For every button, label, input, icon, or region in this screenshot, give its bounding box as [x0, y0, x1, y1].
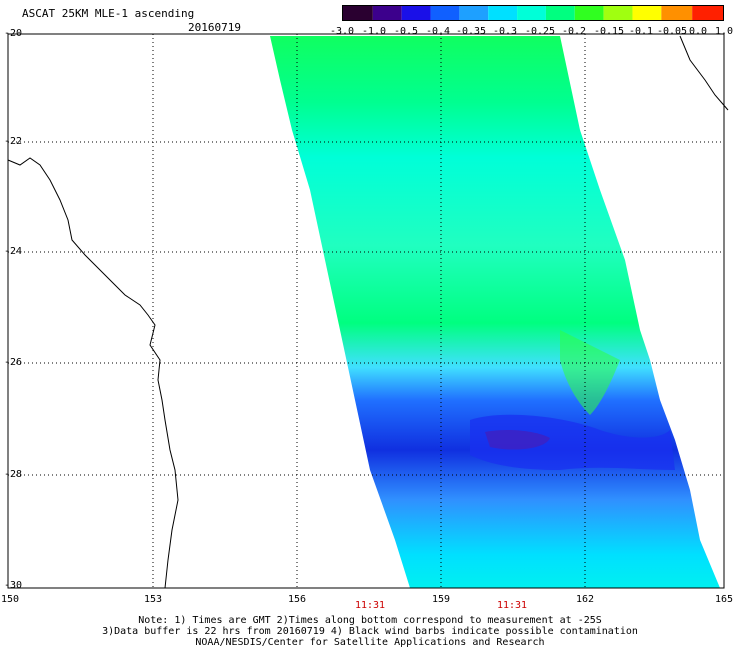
cb-tick: -0.3: [492, 26, 518, 37]
map-date: 20160719: [188, 21, 241, 34]
cb-tick: -0.15: [593, 26, 625, 37]
green-tongue: [560, 330, 620, 415]
lon-label: 153: [143, 594, 163, 605]
gridlines: [8, 34, 724, 588]
lon-label: 159: [431, 594, 451, 605]
note-line: NOAA/NESDIS/Center for Satellite Applica…: [195, 637, 545, 648]
cb-tick: -0.2: [561, 26, 587, 37]
note-line: 3)Data buffer is 22 hrs from 20160719 4)…: [102, 626, 638, 637]
lat-label: -24: [4, 246, 23, 257]
lon-label: 162: [575, 594, 595, 605]
cb-tick: -3.0: [329, 26, 355, 37]
lat-label: -22: [4, 136, 23, 147]
coastline: [7, 157, 179, 589]
pass-time: 11:31: [354, 600, 386, 611]
colorbar-labels: -3.0 -1.0 -0.5 -0.4 -0.35 -0.3 -0.25 -0.…: [330, 26, 740, 38]
cb-tick: -1.0: [361, 26, 387, 37]
colorbar: [342, 5, 724, 21]
cb-tick: 1.0: [714, 26, 734, 37]
map-title: ASCAT 25KM MLE-1 ascending: [22, 7, 195, 20]
lat-label: -26: [4, 357, 23, 368]
cb-tick: -0.05: [656, 26, 688, 37]
coastline-nz-tip: [679, 35, 729, 111]
note-line: Note: 1) Times are GMT 2)Times along bot…: [138, 615, 602, 626]
cb-tick: -0.4: [425, 26, 451, 37]
pass-time: 11:31: [496, 600, 528, 611]
lon-label: 156: [287, 594, 307, 605]
lon-label: 150: [0, 594, 20, 605]
lon-label: 165: [714, 594, 734, 605]
map-frame: [7, 33, 725, 589]
swath-data: [270, 36, 720, 588]
cb-tick: 0.0: [688, 26, 708, 37]
cb-tick: -0.5: [393, 26, 419, 37]
min-wind-core: [485, 430, 550, 450]
cb-tick: -0.1: [628, 26, 654, 37]
cb-tick: -0.35: [455, 26, 487, 37]
cb-tick: -0.25: [524, 26, 556, 37]
footer-notes: Note: 1) Times are GMT 2)Times along bot…: [0, 615, 740, 648]
lat-label: -28: [4, 469, 23, 480]
low-wind-region: [470, 414, 675, 470]
lat-label: -20: [4, 28, 23, 39]
lat-label: -30: [4, 580, 23, 591]
